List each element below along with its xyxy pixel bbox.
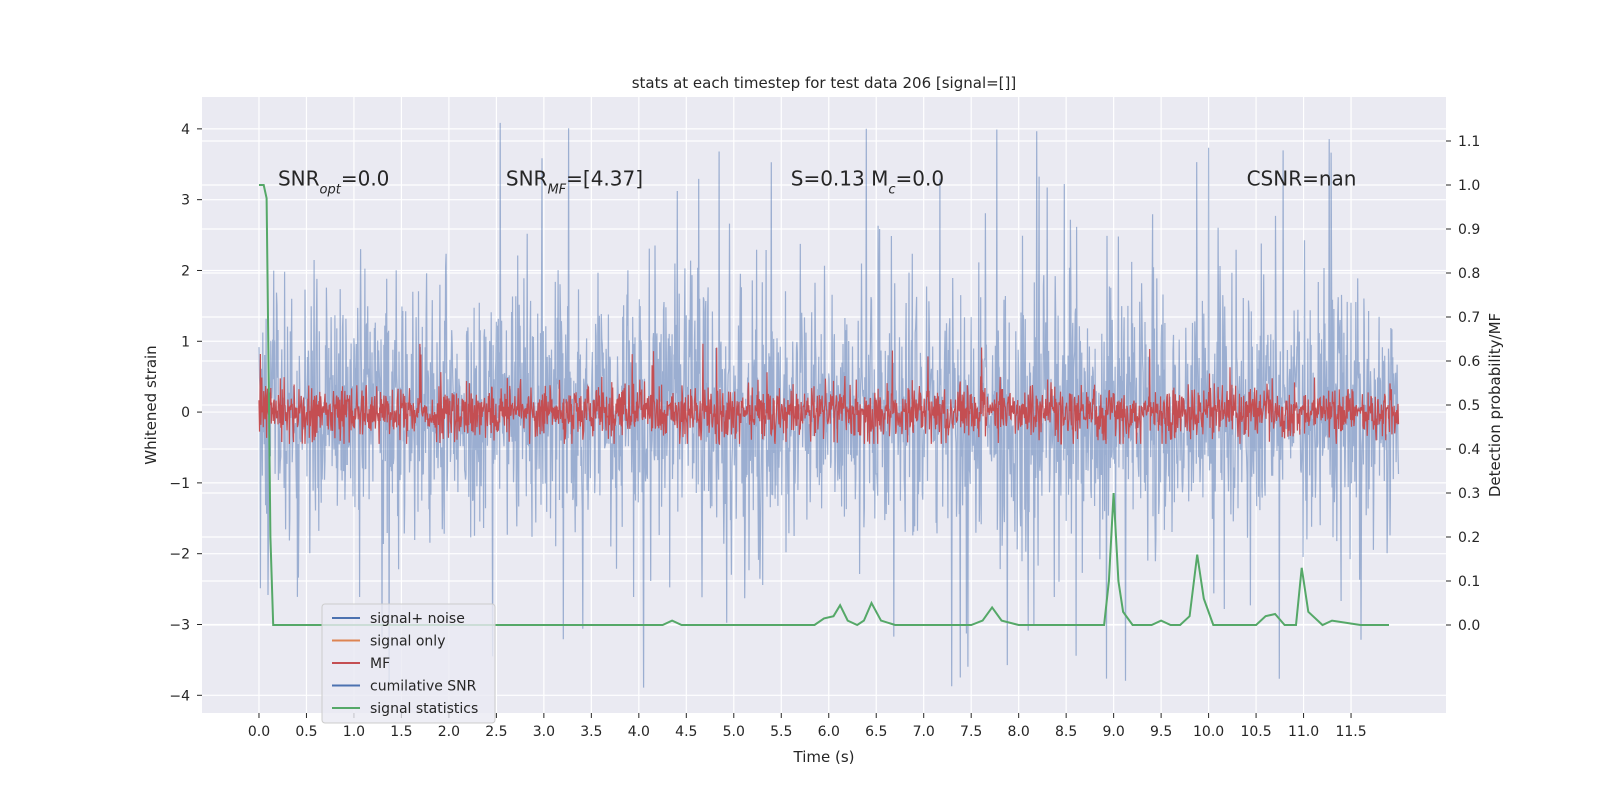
y-right-tick-label: 0.9 [1458, 222, 1480, 238]
x-tick-label: 10.5 [1240, 724, 1271, 740]
legend-frame [321, 603, 496, 724]
x-axis-label: Time (s) [793, 748, 855, 766]
y-tick-label: −4 [169, 688, 190, 704]
tick-layer: 0.0 0.5 1.0 1.5 2.0 2.5 3.0 3.5 4.0 4.5 5.0 5.5 6.0 6… [169, 122, 1480, 740]
legend-entry: cumilative SNR [370, 679, 477, 695]
x-tick-label: 2.5 [485, 724, 507, 740]
x-tick-label: 6.0 [818, 724, 840, 740]
series-line-2 [258, 343, 1400, 446]
legend-entry: MF [370, 656, 390, 672]
x-tick-label: 0.0 [248, 724, 270, 740]
y-right-tick-label: 0.0 [1458, 618, 1480, 634]
x-tick-label: 0.5 [295, 724, 317, 740]
x-tick-label: 4.5 [675, 724, 697, 740]
y-tick-label: −3 [169, 617, 190, 633]
annotation: SNRMF=[4.37] [506, 166, 643, 197]
y-tick-label: 4 [181, 122, 190, 138]
legend-entry: signal only [370, 634, 445, 650]
annotation: S=0.13 Mc=0.0 [791, 166, 944, 197]
x-tick-label: 11.5 [1335, 724, 1366, 740]
y-right-tick-label: 1.0 [1458, 178, 1480, 194]
y-tick-label: 1 [181, 334, 190, 350]
x-tick-label: 2.0 [438, 724, 460, 740]
y-axis-right-label: Detection probability/MF [1486, 313, 1504, 497]
x-tick-label: 6.5 [865, 724, 887, 740]
x-tick-label: 7.5 [960, 724, 982, 740]
legend-entry: signal statistics [370, 701, 478, 717]
y-tick-label: 0 [181, 405, 190, 421]
x-tick-label: 9.5 [1150, 724, 1172, 740]
annotation: SNRopt=0.0 [278, 166, 389, 197]
y-right-tick-label: 0.7 [1458, 310, 1480, 326]
annotations: SNRopt=0.0 SNRMF=[4.37] S=0.13 Mc=0.0 CSNR=… [278, 166, 1357, 197]
y-right-tick-label: 0.8 [1458, 266, 1480, 282]
grid [202, 97, 1446, 713]
annotation: CSNR=nan [1247, 166, 1357, 190]
x-tick-label: 3.5 [580, 724, 602, 740]
x-tick-label: 8.0 [1008, 724, 1030, 740]
y-tick-label: −2 [169, 547, 190, 563]
chart-title: stats at each timestep for test data 206… [632, 74, 1017, 92]
y-right-tick-label: 0.4 [1458, 442, 1480, 458]
x-tick-label: 7.0 [913, 724, 935, 740]
series-layer [258, 122, 1400, 688]
y-axis-label: Whitened strain [142, 345, 160, 464]
x-tick-label: 5.5 [770, 724, 792, 740]
y-right-tick-label: 0.3 [1458, 486, 1480, 502]
legend-entry: signal+ noise [370, 611, 465, 627]
x-tick-label: 9.0 [1103, 724, 1125, 740]
x-tick-label: 10.0 [1193, 724, 1224, 740]
y-right-tick-label: 0.2 [1458, 530, 1480, 546]
legend: signal+ noise signal only MF cumilative SNR… [321, 603, 496, 724]
y-right-tick-label: 0.5 [1458, 398, 1480, 414]
x-tick-label: 11.0 [1288, 724, 1319, 740]
y-right-tick-label: 0.1 [1458, 574, 1480, 590]
x-tick-label: 3.0 [533, 724, 555, 740]
y-tick-label: 3 [181, 193, 190, 209]
series-line-4 [259, 184, 1389, 627]
y-tick-label: −1 [169, 476, 190, 492]
x-tick-label: 1.5 [390, 724, 412, 740]
x-tick-label: 4.0 [628, 724, 650, 740]
y-right-tick-label: 0.6 [1458, 354, 1480, 370]
y-tick-label: 2 [181, 263, 190, 279]
x-tick-label: 8.5 [1055, 724, 1077, 740]
x-tick-label: 1.0 [343, 724, 365, 740]
x-tick-label: 5.0 [723, 724, 745, 740]
y-right-tick-label: 1.1 [1458, 134, 1480, 150]
